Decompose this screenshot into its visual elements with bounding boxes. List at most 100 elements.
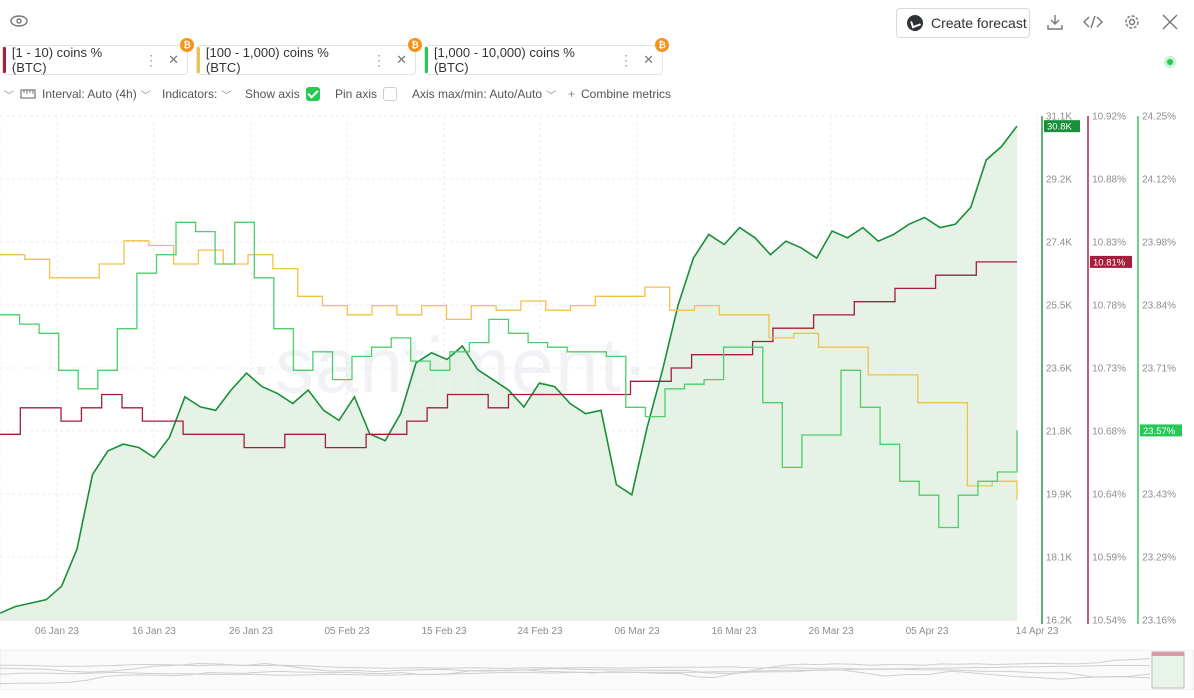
- y-tick-label-large: 23.71%: [1142, 364, 1176, 375]
- bitcoin-icon: ₿: [408, 38, 422, 52]
- metric-tag-large[interactable]: [1,000 - 10,000) coins % (BTC) ⋮ ✕ ₿: [424, 38, 669, 75]
- y-tick-label-small: 10.83%: [1092, 238, 1126, 249]
- navigator-line-2: [0, 663, 1151, 679]
- metric-color-bar: [425, 47, 428, 73]
- current-value-label-small: 10.81%: [1093, 257, 1126, 268]
- metric-remove-icon[interactable]: ✕: [396, 52, 407, 67]
- y-tick-label-price: 29.2K: [1046, 175, 1072, 186]
- live-status-indicator: [1164, 56, 1176, 68]
- navigator-line-3: [0, 662, 1151, 680]
- y-tick-label-small: 10.73%: [1092, 364, 1126, 375]
- interval-select[interactable]: Interval: Auto (4h) ﹀: [20, 86, 151, 102]
- metric-label: [1,000 - 10,000) coins % (BTC): [433, 45, 575, 75]
- y-tick-label-price: 16.2K: [1046, 616, 1072, 627]
- axis-minmax-select[interactable]: Axis max/min: Auto/Auto ﹀: [412, 87, 557, 102]
- plus-icon: +: [568, 87, 576, 101]
- create-forecast-label: Create forecast: [931, 15, 1027, 31]
- ruler-icon: [20, 89, 36, 99]
- y-tick-label-small: 10.64%: [1092, 490, 1126, 501]
- y-tick-label-price: 27.4K: [1046, 238, 1072, 249]
- time-navigator[interactable]: [0, 650, 1194, 690]
- x-tick-label: 05 Feb 23: [324, 626, 369, 637]
- metric-remove-icon[interactable]: ✕: [643, 52, 654, 67]
- y-tick-label-price: 25.5K: [1046, 301, 1072, 312]
- combine-metrics-label: Combine metrics: [581, 87, 672, 101]
- pin-axis-toggle[interactable]: Pin axis: [335, 86, 398, 102]
- bitcoin-icon: ₿: [180, 38, 194, 52]
- x-tick-label: 06 Mar 23: [614, 626, 659, 637]
- download-icon[interactable]: [1045, 12, 1065, 32]
- y-tick-label-price: 23.6K: [1046, 364, 1072, 375]
- x-tick-label: 06 Jan 23: [35, 626, 79, 637]
- current-value-label-price: 30.8K: [1047, 122, 1072, 133]
- indicators-select[interactable]: Indicators: ﹀: [162, 87, 232, 102]
- metric-label: [1 - 10) coins % (BTC): [11, 45, 103, 75]
- combine-metrics-button[interactable]: + Combine metrics: [568, 86, 671, 102]
- metric-tag-medium[interactable]: [100 - 1,000) coins % (BTC) ⋮ ✕ ₿: [196, 38, 422, 75]
- y-tick-label-price: 21.8K: [1046, 427, 1072, 438]
- y-tick-label-large: 23.29%: [1142, 553, 1176, 564]
- bitcoin-icon: ₿: [655, 38, 669, 52]
- series-line-2: [0, 240, 1018, 500]
- series-line-0: [0, 125, 1018, 614]
- x-tick-label: 24 Feb 23: [517, 626, 562, 637]
- current-value-badge-price: [1044, 120, 1080, 133]
- code-icon[interactable]: [1083, 12, 1103, 32]
- create-forecast-button[interactable]: Create forecast: [896, 8, 1030, 38]
- series-layer: [0, 125, 1018, 620]
- interval-label: Interval: Auto (4h): [42, 87, 137, 101]
- settings-icon[interactable]: [1122, 12, 1142, 32]
- y-tick-label-large: 23.84%: [1142, 301, 1176, 312]
- x-tick-label: 15 Feb 23: [421, 626, 466, 637]
- y-tick-label-large: 24.12%: [1142, 175, 1176, 186]
- y-tick-label-small: 10.59%: [1092, 553, 1126, 564]
- y-tick-label-small: 10.54%: [1092, 616, 1126, 627]
- x-tick-label: 16 Jan 23: [132, 626, 176, 637]
- pin-axis-label: Pin axis: [335, 87, 378, 101]
- y-tick-label-large: 23.98%: [1142, 238, 1176, 249]
- pin-axis-checkbox[interactable]: [383, 87, 398, 101]
- series-area-0: [0, 126, 1017, 620]
- metric-menu-icon[interactable]: ⋮: [372, 51, 387, 68]
- y-tick-label-small: 10.92%: [1092, 112, 1126, 123]
- x-tick-label: 14 Apr 23: [1016, 626, 1059, 637]
- eye-icon[interactable]: [8, 12, 30, 30]
- series-line-1: [0, 261, 1017, 449]
- x-tick-label: 26 Jan 23: [229, 626, 273, 637]
- metric-color-bar: [197, 47, 200, 73]
- y-tick-label-price: 18.1K: [1046, 553, 1072, 564]
- current-value-badge-small: [1090, 255, 1132, 268]
- axes-layer: 06 Jan 23 16 Jan 23 26 Jan 23 05 Feb 23 15 F…: [0, 112, 1182, 637]
- navigator-line-1: [0, 665, 1150, 676]
- y-tick-label-small: 10.68%: [1092, 427, 1126, 438]
- navigator-range-handle: [1151, 651, 1185, 689]
- y-tick-label-large: 23.43%: [1142, 490, 1176, 501]
- metric-remove-icon[interactable]: ✕: [168, 52, 179, 67]
- x-tick-label: 16 Mar 23: [711, 626, 756, 637]
- show-axis-label: Show axis: [245, 87, 300, 101]
- show-axis-toggle[interactable]: Show axis: [245, 86, 320, 102]
- close-icon[interactable]: [1160, 12, 1180, 32]
- y-tick-label-large: 23.16%: [1142, 616, 1176, 627]
- y-tick-label-small: 10.88%: [1092, 175, 1126, 186]
- y-tick-label-price: 19.9K: [1046, 490, 1072, 501]
- x-tick-label: 05 Apr 23: [906, 626, 949, 637]
- current-value-label-large: 23.57%: [1143, 426, 1176, 437]
- metric-menu-icon[interactable]: ⋮: [144, 51, 159, 68]
- metric-tag-small[interactable]: [1 - 10) coins % (BTC) ⋮ ✕ ₿: [2, 38, 194, 75]
- show-axis-checkbox[interactable]: [305, 87, 320, 101]
- y-tick-label-price: 31.1K: [1046, 112, 1072, 123]
- current-value-badge-large: [1140, 424, 1182, 437]
- metric-menu-icon[interactable]: ⋮: [619, 51, 634, 68]
- axis-minmax-label: Axis max/min: Auto/Auto: [412, 87, 543, 101]
- y-tick-label-small: 10.78%: [1092, 301, 1126, 312]
- navigator-range-top: [1152, 652, 1184, 656]
- top-toolbar: Create forecast: [0, 0, 1194, 44]
- y-tick-label-large: 24.25%: [1142, 112, 1176, 123]
- indicators-label: Indicators:: [162, 87, 218, 101]
- ctrl-chevron[interactable]: ﹀: [4, 90, 14, 102]
- series-line-3: [0, 221, 1018, 529]
- metric-color-bar: [3, 47, 6, 73]
- x-tick-label: 26 Mar 23: [808, 626, 853, 637]
